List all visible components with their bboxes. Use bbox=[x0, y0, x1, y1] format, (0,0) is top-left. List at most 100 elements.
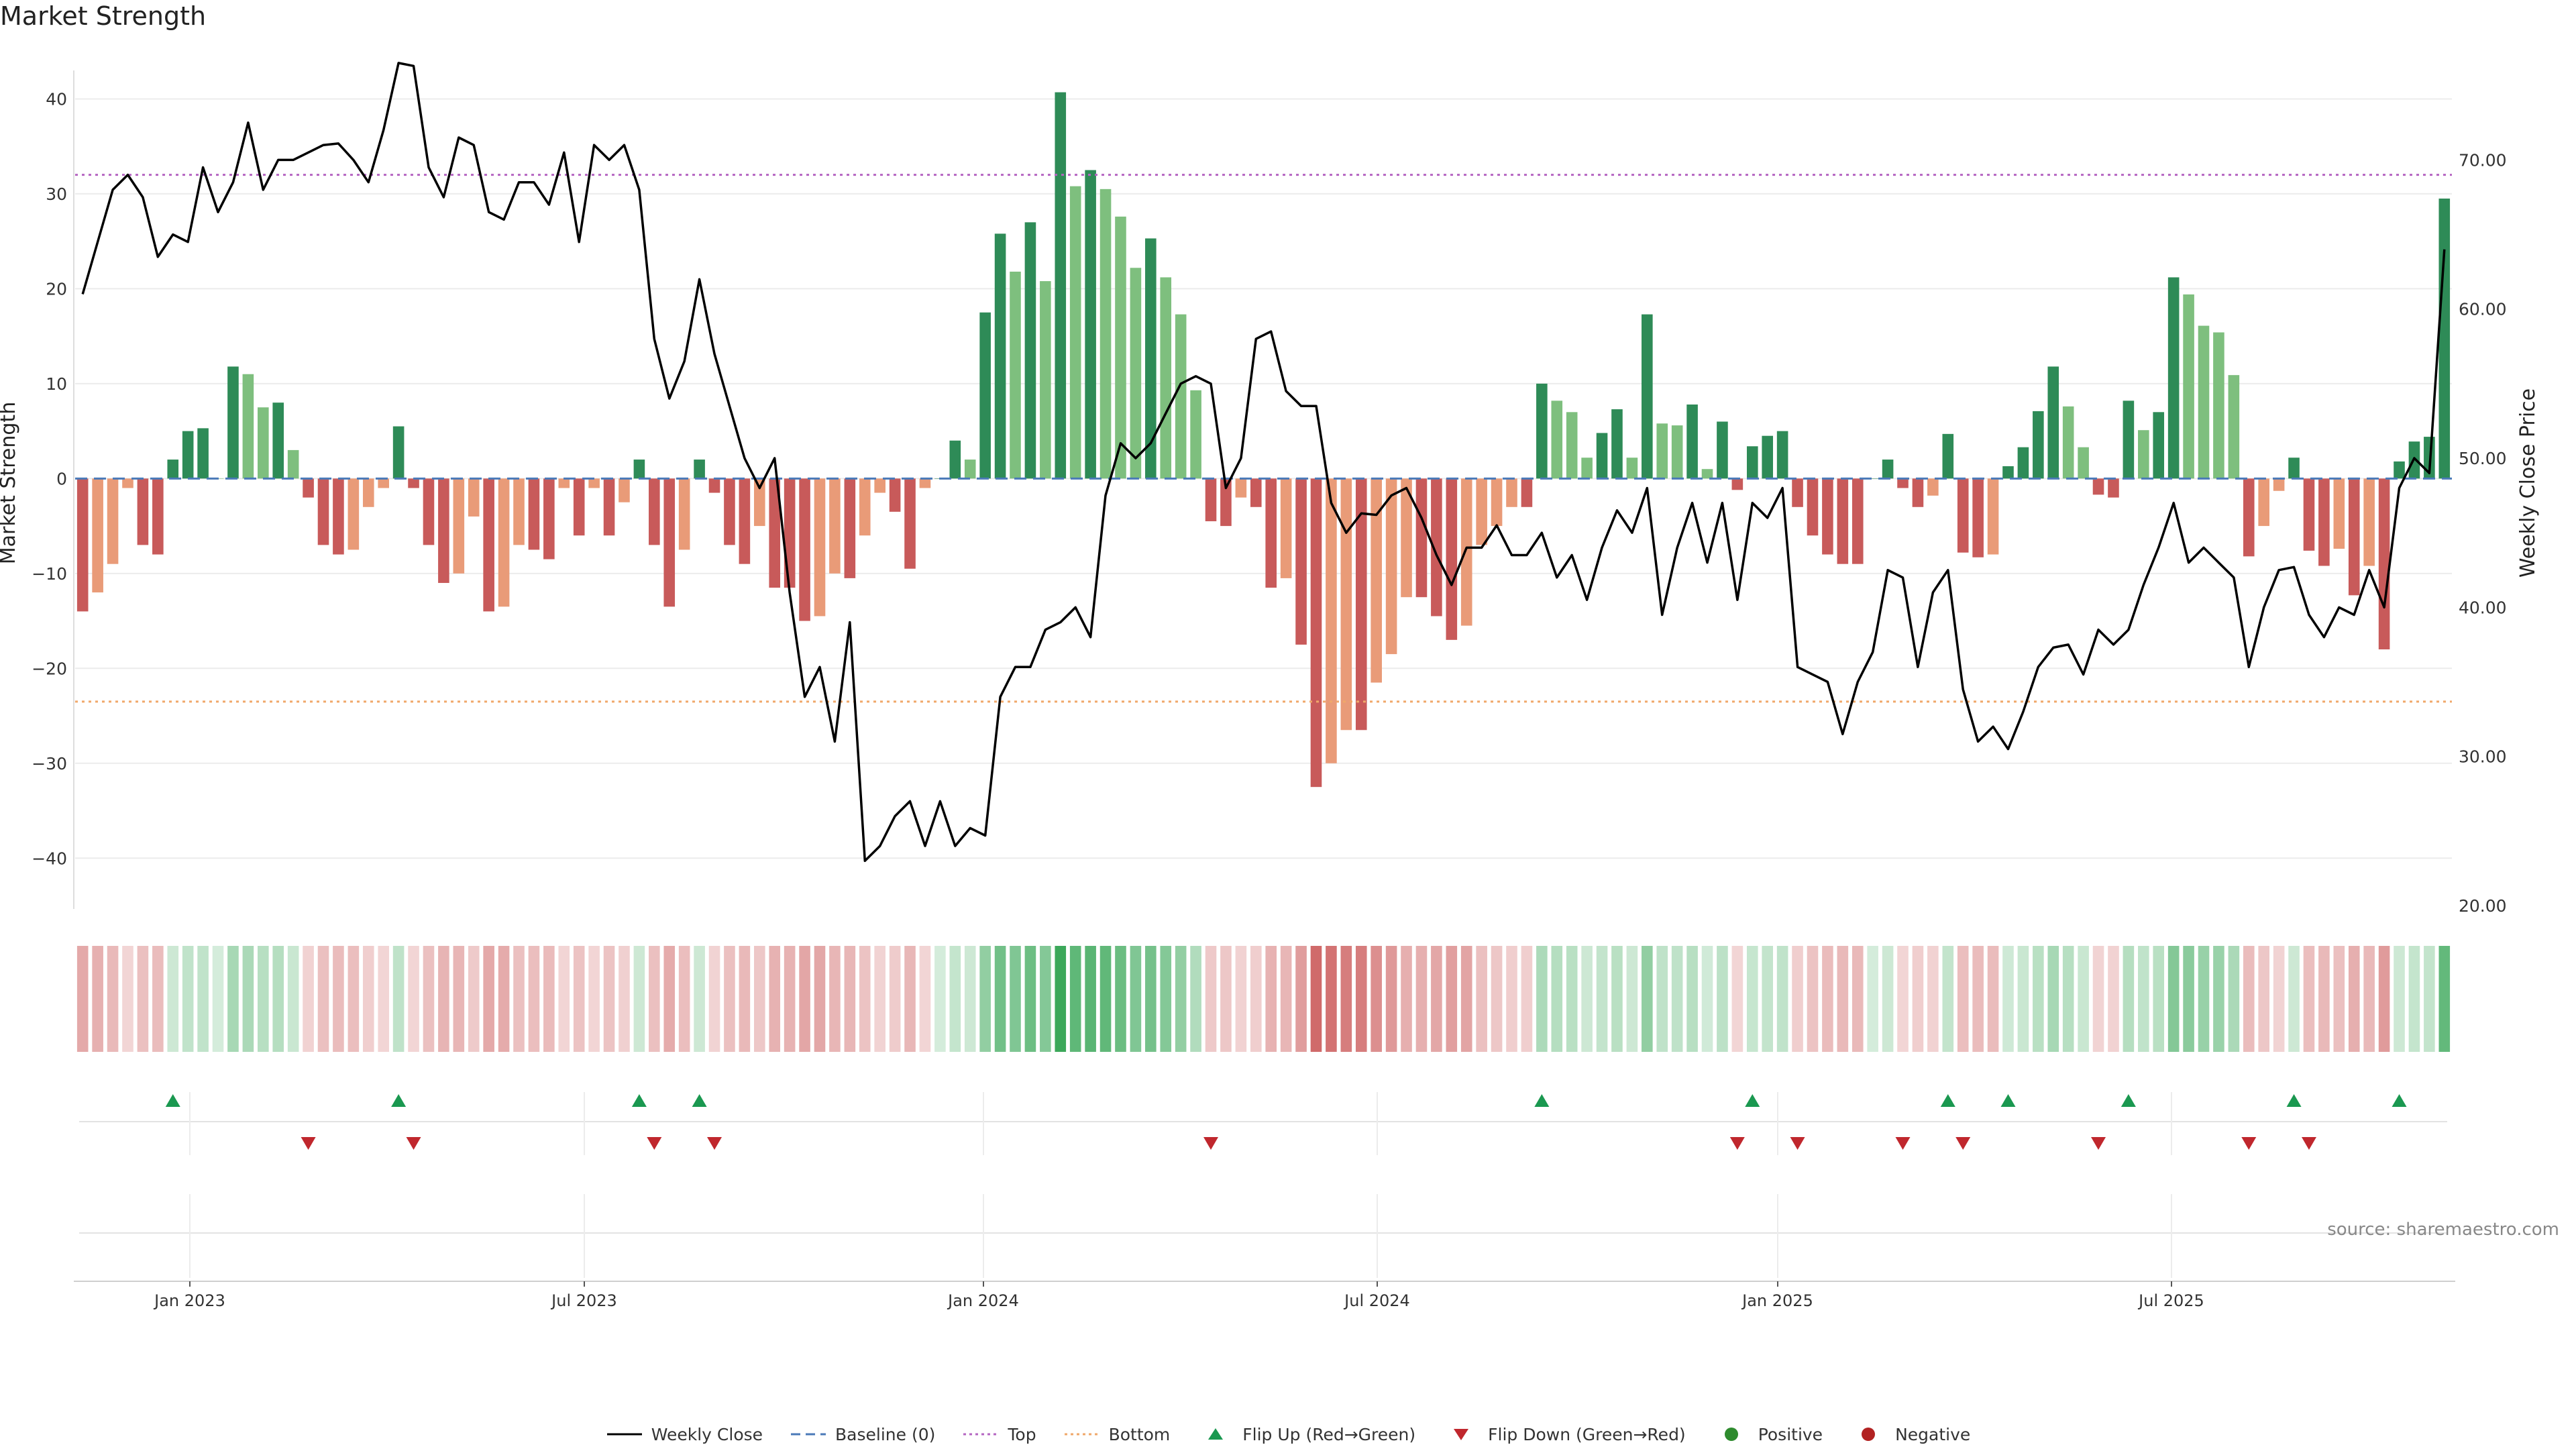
strength-heat-cell bbox=[1235, 946, 1247, 1052]
strength-heat-cell bbox=[1491, 946, 1503, 1052]
strength-bar bbox=[513, 478, 525, 545]
strength-heat-cell bbox=[1055, 946, 1067, 1052]
strength-bar bbox=[2062, 406, 2074, 479]
strength-bar bbox=[197, 428, 209, 479]
strength-heat-cell bbox=[242, 946, 254, 1052]
legend-label: Flip Up (Red→Green) bbox=[1242, 1424, 1416, 1444]
strength-heat-cell bbox=[1837, 946, 1849, 1052]
strength-heat-cell bbox=[1686, 946, 1698, 1052]
strength-bar bbox=[167, 460, 179, 479]
strength-heat-cell bbox=[964, 946, 976, 1052]
strength-heat-cell bbox=[1220, 946, 1232, 1052]
strength-heat-cell bbox=[2424, 946, 2435, 1052]
strength-bar bbox=[2228, 375, 2240, 479]
strength-heat-cell bbox=[1385, 946, 1397, 1052]
legend-item: Top bbox=[962, 1425, 1036, 1444]
strength-heat-cell bbox=[1010, 946, 1021, 1052]
strength-bar bbox=[1190, 390, 1201, 479]
strength-bar bbox=[1566, 412, 1578, 479]
strength-bar bbox=[1099, 189, 1112, 479]
x-tick-label: Jan 2025 bbox=[1741, 1291, 1813, 1310]
strength-heat-cell bbox=[1792, 946, 1803, 1052]
strength-heat-cell bbox=[2092, 946, 2104, 1052]
strength-bar bbox=[1536, 383, 1548, 479]
strength-heat-cell bbox=[498, 946, 510, 1052]
x-tick-label: Jan 2023 bbox=[153, 1291, 225, 1310]
strength-bar bbox=[1310, 478, 1322, 788]
strength-heat-cell bbox=[1551, 946, 1563, 1052]
legend-swatch bbox=[606, 1433, 642, 1436]
strength-bar bbox=[2123, 400, 2135, 479]
strength-heat-cell bbox=[1762, 946, 1774, 1052]
strength-bar bbox=[122, 478, 133, 488]
flip-down-marker bbox=[1955, 1137, 1971, 1150]
strength-heat-cell bbox=[1701, 946, 1713, 1052]
strength-heat-cell bbox=[1040, 946, 1051, 1052]
strength-bar bbox=[258, 407, 269, 479]
strength-bar bbox=[182, 431, 194, 479]
legend-label: Positive bbox=[1758, 1424, 1823, 1444]
strength-heat-cell bbox=[859, 946, 871, 1052]
strength-heat-cell bbox=[1265, 946, 1277, 1052]
strength-bar bbox=[1957, 478, 1969, 553]
strength-bar bbox=[1040, 281, 1051, 479]
strength-heat-cell bbox=[1145, 946, 1157, 1052]
strength-heat-cell bbox=[2243, 946, 2255, 1052]
strength-heat-cell bbox=[528, 946, 540, 1052]
strength-heat-cell bbox=[2288, 946, 2300, 1052]
strength-bar bbox=[829, 478, 841, 574]
strength-heat-cell bbox=[1250, 946, 1262, 1052]
flip-down-marker bbox=[707, 1137, 722, 1150]
strength-heat-cell bbox=[1099, 946, 1112, 1052]
strength-heat-cell bbox=[1340, 946, 1352, 1052]
legend-item: Bottom bbox=[1063, 1425, 1170, 1444]
strength-heat-cell bbox=[2273, 946, 2285, 1052]
strength-bar bbox=[1401, 478, 1412, 598]
strength-heat-cell bbox=[1776, 946, 1788, 1052]
y-right-tick-label: 60.00 bbox=[2459, 300, 2507, 319]
strength-bar bbox=[769, 478, 781, 588]
strength-heat-cell bbox=[272, 946, 284, 1052]
strength-bar bbox=[663, 478, 676, 607]
strength-heat-cell bbox=[1415, 946, 1428, 1052]
flip-up-marker bbox=[1534, 1094, 1550, 1107]
strength-bar bbox=[287, 449, 299, 479]
strength-bar bbox=[708, 478, 720, 493]
strength-heat-cell bbox=[1851, 946, 1864, 1052]
strength-bar bbox=[2333, 478, 2345, 549]
strength-bar bbox=[1686, 405, 1698, 479]
strength-bar bbox=[1596, 433, 1608, 479]
flip-up-marker bbox=[692, 1094, 707, 1107]
strength-bar bbox=[1581, 458, 1593, 479]
strength-heat-cell bbox=[1671, 946, 1683, 1052]
strength-bar bbox=[272, 402, 284, 479]
strength-bar bbox=[1837, 478, 1849, 564]
strength-bar bbox=[799, 478, 810, 621]
strength-heat-cell bbox=[76, 946, 89, 1052]
strength-heat-cell bbox=[2167, 946, 2180, 1052]
strength-heat-cell bbox=[1521, 946, 1533, 1052]
strength-bar bbox=[2288, 458, 2300, 479]
strength-bar bbox=[1280, 478, 1292, 578]
strength-bar bbox=[889, 478, 901, 512]
strength-heat-cell bbox=[1476, 946, 1487, 1052]
legend-swatch bbox=[791, 1433, 826, 1436]
strength-heat-cell bbox=[814, 946, 826, 1052]
strength-bar bbox=[1897, 478, 1909, 488]
x-tick-label: Jul 2023 bbox=[550, 1291, 617, 1310]
strength-heat-cell bbox=[453, 946, 465, 1052]
strength-heat-cell bbox=[1130, 946, 1142, 1052]
strength-heat-cell bbox=[2348, 946, 2360, 1052]
strength-heat-cell bbox=[678, 946, 690, 1052]
strength-heat-cell bbox=[2017, 946, 2029, 1052]
strength-heat-cell bbox=[2153, 946, 2165, 1052]
strength-bar bbox=[1822, 478, 1833, 555]
strength-heat-cell bbox=[1882, 946, 1894, 1052]
strength-heat-cell bbox=[994, 946, 1006, 1052]
y-left-tick-label: −30 bbox=[32, 754, 67, 773]
strength-bar bbox=[2108, 478, 2119, 498]
strength-heat-cell bbox=[1957, 946, 1969, 1052]
strength-bar bbox=[1807, 478, 1819, 536]
strength-heat-cell bbox=[423, 946, 435, 1052]
